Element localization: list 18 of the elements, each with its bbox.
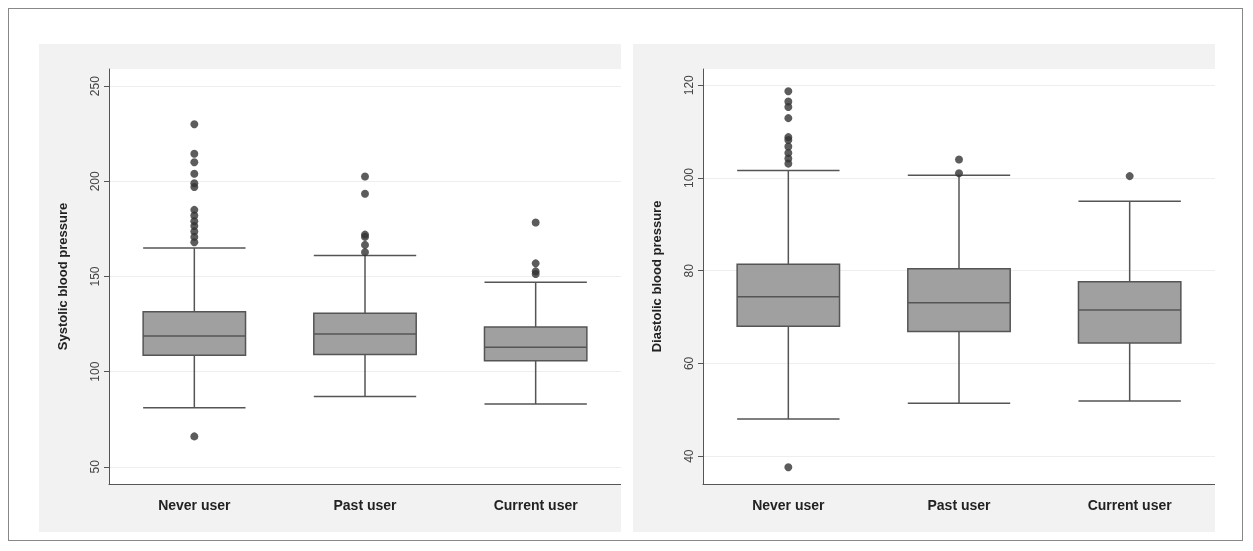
y-tick-label: 40	[682, 449, 696, 463]
x-tick-label: Current user	[1087, 497, 1173, 513]
y-tick-label: 60	[682, 356, 696, 371]
x-tick-label: Never user	[158, 497, 232, 513]
y-tick-label: 150	[88, 266, 102, 287]
x-tick-label: Current user	[493, 497, 579, 513]
y-axis-title: Systolic blood pressure	[55, 202, 70, 351]
y-tick-label: 100	[88, 361, 102, 382]
y-tick-label: 120	[682, 74, 696, 96]
x-tick-label: Past user	[333, 497, 398, 513]
y-tick-label: 250	[88, 75, 102, 97]
x-tick-label: Never user	[752, 497, 826, 513]
y-tick-label: 200	[88, 170, 102, 192]
y-tick-label: 80	[682, 263, 696, 278]
y-axis-title: Diastolic blood pressure	[649, 200, 664, 353]
y-tick-label: 50	[88, 459, 102, 474]
x-tick-label: Past user	[927, 497, 992, 513]
y-tick-label: 100	[682, 167, 696, 188]
